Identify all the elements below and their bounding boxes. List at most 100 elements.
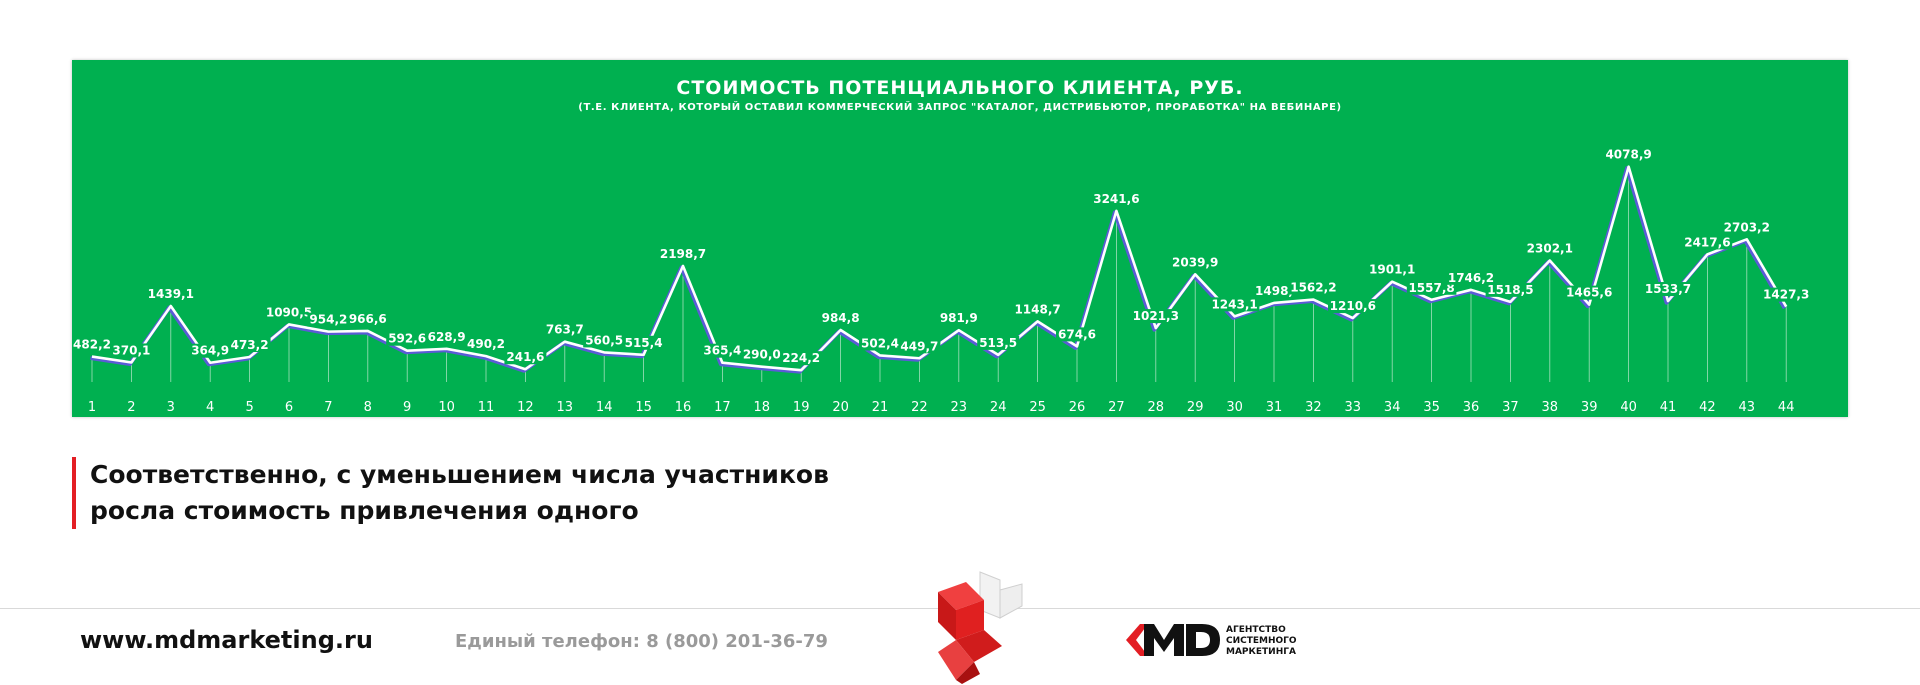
data-label: 981,9 (937, 311, 980, 325)
data-label: 1439,1 (146, 287, 196, 302)
svg-text:1021,3: 1021,3 (1133, 309, 1179, 323)
svg-text:1562,2: 1562,2 (1290, 281, 1336, 295)
data-label: 1243,1 (1209, 297, 1260, 312)
svg-text:449,7: 449,7 (900, 339, 938, 353)
data-label: 1746,2 (1446, 270, 1496, 285)
x-tick-label: 39 (1581, 400, 1598, 415)
svg-text:674,6: 674,6 (1058, 327, 1096, 341)
x-tick-label: 1 (88, 400, 96, 415)
data-label: 1518,5 (1485, 282, 1536, 297)
red-isometric-emblem-icon (938, 571, 1023, 684)
x-tick-label: 22 (911, 400, 928, 415)
x-tick-label: 18 (754, 400, 771, 415)
data-label: 224,2 (780, 351, 823, 366)
svg-text:1557,8: 1557,8 (1408, 281, 1454, 295)
data-label: 490,2 (465, 337, 507, 352)
x-tick-label: 5 (245, 400, 253, 415)
logo-line-1: АГЕНТСТВО (1226, 625, 1286, 635)
chart-title: СТОИМОСТЬ ПОТЕНЦИАЛЬНОГО КЛИЕНТА, РУБ. (676, 77, 1244, 99)
caption-line-2: росла стоимость привлечения одного (90, 496, 639, 525)
footer-website-link[interactable]: www.mdmarketing.ru (80, 626, 373, 654)
footer-phone: Единый телефон: 8 (800) 201-36-79 (455, 631, 828, 652)
x-tick-label: 43 (1739, 400, 1756, 415)
data-label: 1465,6 (1564, 285, 1614, 300)
svg-text:954,2: 954,2 (309, 313, 347, 327)
data-label: 1562,2 (1288, 280, 1339, 295)
svg-text:1746,2: 1746,2 (1448, 271, 1494, 285)
x-tick-label: 28 (1148, 400, 1165, 415)
data-label: 364,9 (189, 343, 232, 358)
x-tick-label: 11 (478, 400, 495, 415)
svg-text:364,9: 364,9 (191, 344, 229, 358)
svg-text:365,4: 365,4 (703, 344, 741, 358)
data-label: 984,8 (819, 311, 862, 326)
x-tick-label: 26 (1069, 400, 1086, 415)
x-tick-label: 37 (1502, 400, 1519, 415)
data-label: 482,2 (72, 337, 113, 352)
data-label: 954,2 (307, 313, 350, 327)
data-label: 4078,9 (1603, 147, 1654, 162)
data-label: 1557,8 (1406, 280, 1457, 295)
data-label: 290,0 (740, 347, 783, 362)
svg-text:1901,1: 1901,1 (1369, 263, 1415, 277)
data-label: 513,5 (977, 335, 1020, 350)
data-label: 2302,1 (1525, 241, 1575, 256)
data-label: 370,1 (110, 343, 153, 358)
data-label: 449,7 (898, 339, 941, 354)
logo-line-2: СИСТЕМНОГО (1226, 636, 1297, 646)
svg-text:4078,9: 4078,9 (1605, 148, 1651, 162)
svg-text:490,2: 490,2 (467, 337, 505, 351)
svg-text:1518,5: 1518,5 (1487, 283, 1533, 297)
x-tick-label: 6 (285, 400, 293, 415)
x-tick-label: 32 (1305, 400, 1322, 415)
x-tick-label: 15 (635, 400, 652, 415)
x-tick-label: 4 (206, 400, 214, 415)
svg-text:981,9: 981,9 (940, 311, 978, 325)
data-label: 674,6 (1056, 327, 1098, 342)
data-label: 1427,3 (1761, 287, 1811, 302)
x-tick-label: 33 (1345, 400, 1362, 415)
svg-text:473,2: 473,2 (231, 338, 269, 352)
data-label: 1901,1 (1367, 262, 1417, 277)
x-tick-label: 14 (596, 400, 613, 415)
svg-text:1210,6: 1210,6 (1330, 299, 1376, 313)
x-tick-label: 34 (1384, 400, 1401, 415)
svg-text:482,2: 482,2 (73, 338, 111, 352)
svg-text:592,6: 592,6 (388, 332, 426, 346)
svg-text:2703,2: 2703,2 (1724, 220, 1770, 234)
svg-text:1148,7: 1148,7 (1014, 302, 1060, 316)
data-label: 628,9 (425, 329, 468, 344)
svg-text:2198,7: 2198,7 (660, 247, 706, 261)
x-tick-label: 2 (127, 400, 135, 415)
x-tick-label: 30 (1226, 400, 1243, 415)
x-tick-label: 21 (872, 400, 889, 415)
x-tick-label: 41 (1660, 400, 1677, 415)
data-label: 966,6 (346, 312, 389, 326)
x-tick-label: 23 (951, 400, 968, 415)
svg-text:241,6: 241,6 (506, 350, 544, 364)
x-tick-label: 27 (1108, 400, 1125, 415)
svg-text:1439,1: 1439,1 (148, 287, 194, 301)
svg-text:1427,3: 1427,3 (1763, 288, 1809, 302)
x-tick-label: 16 (675, 400, 692, 415)
x-tick-label: 13 (557, 400, 574, 415)
data-label: 2703,2 (1722, 220, 1772, 235)
x-tick-label: 8 (364, 400, 372, 415)
data-label: 763,7 (543, 322, 586, 337)
svg-text:502,4: 502,4 (861, 336, 899, 350)
md-logo-icon (1126, 624, 1220, 656)
data-label: 365,4 (701, 343, 744, 358)
x-tick-label: 3 (167, 400, 175, 415)
data-label: 3241,6 (1091, 191, 1142, 206)
x-tick-label: 10 (438, 400, 455, 415)
data-label: 560,5 (583, 333, 626, 348)
data-label: 1498, (1253, 283, 1295, 298)
x-tick-label: 44 (1778, 400, 1795, 415)
x-tick-label: 9 (403, 400, 411, 415)
slide-caption: Соответственно, с уменьшением числа учас… (72, 457, 829, 529)
x-tick-label: 40 (1620, 400, 1637, 415)
data-label: 2417,6 (1682, 235, 1733, 250)
svg-text:628,9: 628,9 (428, 330, 466, 344)
svg-text:1243,1: 1243,1 (1211, 297, 1257, 311)
svg-text:2417,6: 2417,6 (1684, 235, 1730, 249)
